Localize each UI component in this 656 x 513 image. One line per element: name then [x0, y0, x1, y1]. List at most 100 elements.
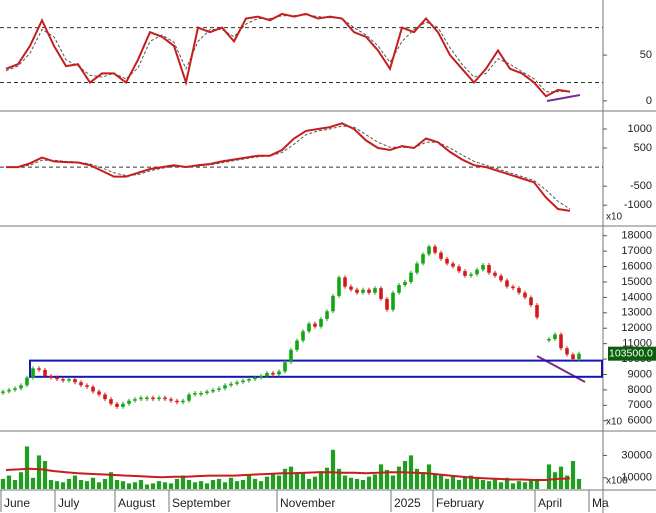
indicator-line — [5, 12, 571, 98]
volume-bar — [162, 482, 168, 489]
volume-bar — [240, 480, 246, 489]
volume-bar — [522, 482, 528, 489]
volume-bar — [366, 476, 372, 489]
volume-bar — [420, 472, 426, 489]
volume-bar — [204, 483, 210, 489]
volume-bar — [48, 480, 54, 489]
indicator-line — [5, 14, 571, 93]
volume-bar — [312, 476, 318, 489]
x-tick-label: July — [58, 496, 79, 510]
volume-bar — [222, 482, 228, 489]
x-tick-label: August — [118, 496, 156, 510]
x-tick-label: Ma — [592, 496, 609, 510]
y-tick-label: 8000 — [628, 384, 652, 396]
volume-bar — [300, 473, 306, 489]
last-price-label: 103500.0 — [609, 347, 653, 359]
volume-bar — [144, 484, 150, 489]
volume-bar — [150, 483, 156, 489]
y-tick-label: 10000 — [621, 472, 652, 484]
volume-bar — [168, 483, 174, 489]
y-tick-label: 0 — [646, 95, 652, 107]
y-tick-label: 13000 — [621, 307, 652, 319]
volume-bar — [378, 464, 384, 489]
volume-bar — [36, 455, 42, 489]
volume-bar — [282, 468, 288, 489]
y-tick-label: 14000 — [621, 291, 652, 303]
volume-bar — [0, 478, 6, 489]
y-tick-label: 500 — [634, 142, 652, 154]
volume-bar — [120, 481, 126, 489]
y-tick-label: 50 — [640, 49, 652, 61]
y-tick-label: 12000 — [621, 322, 652, 334]
volume-bar — [84, 481, 90, 489]
volume-bar — [294, 472, 300, 489]
volume-bar — [348, 477, 354, 489]
volume-bar — [504, 477, 510, 489]
x-tick-label: February — [436, 496, 484, 510]
volume-bar — [60, 482, 66, 489]
volume-bar — [474, 478, 480, 489]
volume-bar — [90, 477, 96, 489]
volume-bar — [102, 478, 108, 489]
volume-bar — [30, 477, 36, 489]
x-tick-label: April — [538, 496, 562, 510]
volume-bar — [174, 478, 180, 489]
volume-bar — [546, 464, 552, 489]
y-tick-label: 7000 — [628, 399, 652, 411]
volume-bar — [246, 475, 252, 489]
volume-bar — [336, 468, 342, 489]
volume-bar — [384, 469, 390, 489]
volume-bar — [108, 472, 114, 489]
y-tick-label: 17000 — [621, 245, 652, 257]
trend-line — [546, 94, 581, 102]
volume-bar — [54, 481, 60, 489]
volume-bar — [330, 449, 336, 489]
indicator-line — [5, 467, 571, 481]
volume-bar — [414, 468, 420, 489]
volume-bar — [6, 475, 12, 489]
volume-bar — [324, 467, 330, 489]
volume-bar — [528, 480, 534, 489]
last-price-box — [608, 346, 656, 361]
unit-label: x100 — [606, 476, 628, 487]
volume-bar — [18, 472, 24, 489]
volume-bar — [426, 464, 432, 489]
volume-bar — [138, 480, 144, 489]
volume-bar — [564, 475, 570, 489]
volume-bar — [396, 466, 402, 489]
indicator-line — [6, 125, 571, 210]
volume-bar — [72, 475, 78, 489]
volume-bar — [360, 480, 366, 489]
y-tick-label: 6000 — [628, 415, 652, 427]
volume-bar — [96, 482, 102, 489]
volume-bar — [216, 478, 222, 489]
volume-bar — [432, 474, 438, 489]
volume-bar — [462, 477, 468, 489]
y-tick-label: -500 — [630, 180, 652, 192]
x-tick-label: November — [280, 496, 335, 510]
volume-bar — [210, 480, 216, 489]
volume-bar — [576, 478, 582, 489]
volume-bar — [264, 476, 270, 489]
support-zone — [29, 359, 603, 378]
x-tick-label: 2025 — [394, 496, 421, 510]
volume-bar — [492, 478, 498, 489]
volume-bar — [318, 471, 324, 489]
y-tick-label: 1000 — [628, 123, 652, 135]
volume-bar — [552, 472, 558, 489]
volume-bar — [198, 481, 204, 489]
volume-bar — [156, 481, 162, 489]
volume-bar — [450, 476, 456, 489]
volume-bar — [456, 480, 462, 489]
volume-bar — [192, 482, 198, 489]
volume-bar — [252, 478, 258, 489]
volume-bar — [480, 480, 486, 489]
volume-bar — [228, 477, 234, 489]
y-tick-label: 15000 — [621, 276, 652, 288]
y-tick-label: 9000 — [628, 368, 652, 380]
volume-bar — [306, 478, 312, 489]
y-tick-label: 16000 — [621, 260, 652, 272]
volume-bar — [234, 481, 240, 489]
volume-bar — [486, 481, 492, 489]
